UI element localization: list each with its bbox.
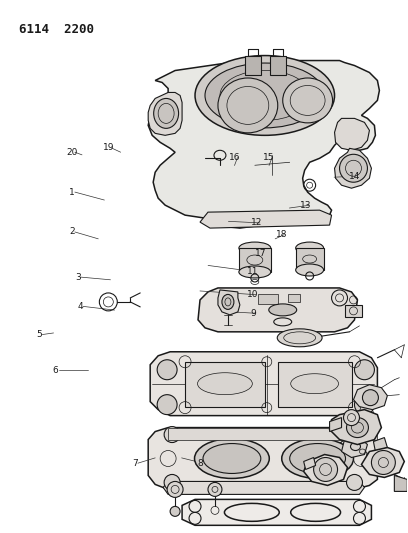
- Ellipse shape: [291, 374, 339, 394]
- Polygon shape: [198, 288, 357, 332]
- Ellipse shape: [205, 63, 325, 128]
- Ellipse shape: [282, 439, 353, 479]
- Circle shape: [344, 410, 359, 425]
- Ellipse shape: [239, 242, 271, 254]
- Text: 14: 14: [349, 172, 360, 181]
- Bar: [168, 427, 359, 440]
- Polygon shape: [200, 210, 332, 228]
- Circle shape: [362, 390, 378, 406]
- Polygon shape: [218, 290, 240, 315]
- Polygon shape: [395, 475, 407, 491]
- Circle shape: [339, 154, 368, 182]
- Polygon shape: [304, 455, 348, 486]
- Polygon shape: [163, 481, 364, 495]
- Text: 8: 8: [197, 459, 203, 467]
- Text: 3: 3: [75, 273, 81, 281]
- Text: 4: 4: [77, 302, 83, 311]
- Bar: [270, 55, 286, 76]
- Circle shape: [208, 482, 222, 496]
- Polygon shape: [148, 61, 379, 228]
- Ellipse shape: [195, 55, 335, 135]
- Ellipse shape: [296, 264, 324, 276]
- Polygon shape: [361, 448, 404, 478]
- Ellipse shape: [277, 329, 322, 347]
- Polygon shape: [296, 248, 324, 270]
- Circle shape: [164, 474, 180, 490]
- Ellipse shape: [296, 242, 324, 254]
- Text: 1: 1: [69, 188, 75, 197]
- Polygon shape: [150, 352, 377, 416]
- Text: 18: 18: [275, 230, 287, 239]
- Text: 19: 19: [103, 143, 114, 152]
- Ellipse shape: [222, 294, 234, 309]
- Text: 6114  2200: 6114 2200: [19, 22, 93, 36]
- Circle shape: [355, 394, 375, 415]
- Polygon shape: [335, 148, 371, 188]
- Text: 16: 16: [229, 153, 240, 162]
- Bar: [344, 305, 362, 317]
- Bar: [185, 362, 265, 407]
- Text: 2: 2: [69, 228, 75, 237]
- Bar: [258, 294, 278, 304]
- Circle shape: [355, 360, 375, 379]
- Polygon shape: [304, 457, 316, 470]
- Polygon shape: [330, 417, 341, 432]
- Ellipse shape: [154, 99, 179, 128]
- Text: 6: 6: [53, 366, 58, 375]
- Text: 7: 7: [132, 459, 138, 467]
- Ellipse shape: [218, 78, 278, 133]
- Circle shape: [167, 481, 183, 497]
- Polygon shape: [182, 499, 371, 526]
- Ellipse shape: [269, 304, 297, 316]
- Polygon shape: [373, 438, 387, 451]
- Polygon shape: [148, 92, 182, 135]
- Ellipse shape: [283, 78, 333, 123]
- Bar: [361, 427, 377, 440]
- Polygon shape: [148, 427, 377, 489]
- Text: 15: 15: [263, 153, 275, 162]
- Circle shape: [346, 426, 362, 442]
- Bar: [288, 294, 299, 302]
- Text: 10: 10: [247, 290, 259, 299]
- Text: 5: 5: [36, 330, 42, 339]
- Circle shape: [314, 457, 337, 481]
- Ellipse shape: [239, 266, 271, 278]
- Ellipse shape: [290, 443, 346, 473]
- Circle shape: [157, 360, 177, 379]
- Text: 20: 20: [66, 148, 78, 157]
- Bar: [245, 55, 261, 76]
- Polygon shape: [353, 385, 387, 410]
- Circle shape: [157, 394, 177, 415]
- Ellipse shape: [195, 439, 269, 479]
- Polygon shape: [335, 118, 369, 150]
- Circle shape: [371, 450, 395, 474]
- Ellipse shape: [346, 417, 368, 438]
- Text: 11: 11: [247, 268, 259, 276]
- Polygon shape: [239, 248, 271, 272]
- Ellipse shape: [197, 373, 252, 394]
- Polygon shape: [330, 410, 381, 445]
- Text: 13: 13: [300, 201, 311, 210]
- Text: 9: 9: [250, 309, 256, 318]
- Polygon shape: [341, 438, 368, 457]
- Ellipse shape: [203, 443, 261, 473]
- Circle shape: [164, 426, 180, 442]
- Bar: [278, 362, 353, 407]
- Text: 17: 17: [255, 249, 267, 258]
- Text: 12: 12: [251, 219, 262, 228]
- Circle shape: [170, 506, 180, 516]
- Circle shape: [346, 474, 362, 490]
